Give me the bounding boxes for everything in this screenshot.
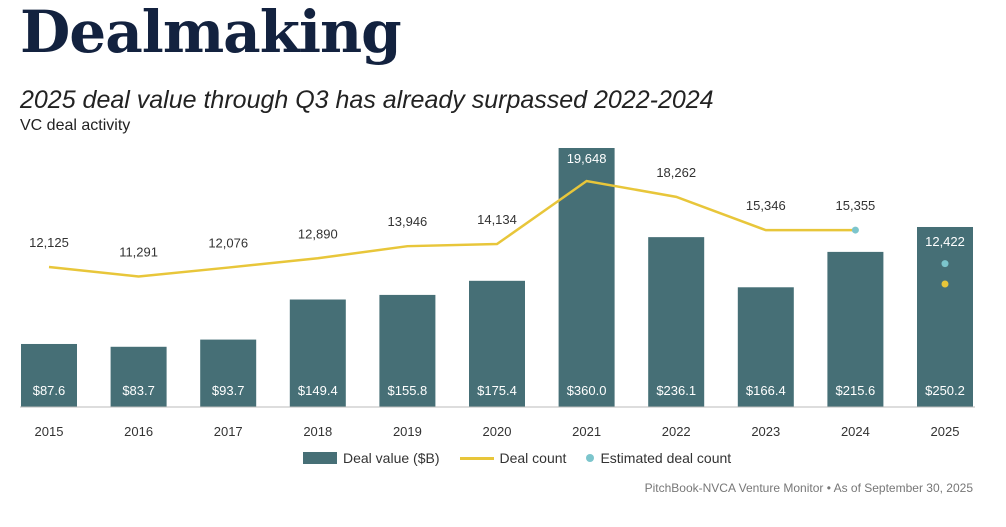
- x-tick-2022: 2022: [662, 424, 691, 439]
- chart-label: VC deal activity: [20, 117, 131, 134]
- chart-subtitle: 2025 deal value through Q3 has already s…: [20, 86, 714, 114]
- bar-label-2023: $166.4: [746, 383, 786, 398]
- deal-count-label-2019: 13,946: [388, 214, 428, 229]
- bar-label-2021: $360.0: [567, 383, 607, 398]
- deal-count-label-2016: 11,291: [119, 245, 158, 260]
- legend-label-deal-value: Deal value ($B): [343, 450, 440, 466]
- legend-swatch-estimated: [586, 454, 595, 462]
- deal-count-point-2025: [941, 280, 949, 288]
- estimated-count-point-2024: [851, 226, 859, 234]
- x-tick-2021: 2021: [572, 424, 601, 439]
- legend-swatch-deal-count: [459, 456, 494, 460]
- bar-2020: [469, 280, 525, 407]
- legend-label-deal-count: Deal count: [499, 450, 567, 466]
- deal-count-label-2017: 12,076: [208, 236, 248, 251]
- source-note: PitchBook-NVCA Venture Monitor • As of S…: [644, 481, 973, 495]
- bar-2018: [289, 299, 346, 407]
- deal-count-label-2018: 12,890: [298, 226, 338, 241]
- deal-count-label-2015: 12,125: [29, 235, 69, 250]
- legend-swatch-deal-value: [303, 452, 337, 464]
- bar-label-2019: $155.8: [388, 383, 428, 398]
- deal-count-label-2022: 18,262: [656, 165, 696, 180]
- x-tick-2020: 2020: [483, 424, 512, 439]
- bar-2025: [917, 226, 973, 407]
- bar-2015: [21, 343, 77, 407]
- legend: Deal value ($B) Deal count Estimated dea…: [303, 450, 731, 466]
- bar-2019: [379, 294, 436, 407]
- bar-2017: [200, 339, 257, 407]
- bar-2016: [110, 346, 167, 407]
- x-tick-2024: 2024: [841, 424, 870, 439]
- bar-label-2018: $149.4: [298, 383, 338, 398]
- bar-label-2020: $175.4: [477, 383, 517, 398]
- estimated-count-label-2025: 12,422: [925, 234, 965, 249]
- x-tick-2016: 2016: [124, 424, 153, 439]
- deal-count-label-2021: 19,648: [567, 151, 607, 166]
- x-tick-2018: 2018: [303, 424, 332, 439]
- bar-label-2015: $87.6: [33, 383, 66, 398]
- bar-2023: [737, 287, 794, 407]
- bar-label-2022: $236.1: [656, 383, 696, 398]
- chart-title: Dealmaking: [20, 0, 402, 66]
- deal-count-label-2023: 15,346: [746, 198, 786, 213]
- deal-count-line: [48, 179, 856, 278]
- bar-label-2016: $83.7: [122, 383, 155, 398]
- bar-2021: [558, 148, 615, 407]
- bar-label-2024: $215.6: [836, 383, 876, 398]
- legend-label-estimated: Estimated deal count: [600, 450, 732, 466]
- bar-2024: [827, 251, 884, 407]
- estimated-count-point-2025: [941, 260, 949, 268]
- x-tick-2017: 2017: [214, 424, 243, 439]
- x-tick-2025: 2025: [931, 424, 960, 439]
- x-tick-2019: 2019: [393, 424, 422, 439]
- bar-label-2017: $93.7: [212, 383, 245, 398]
- x-tick-2015: 2015: [35, 424, 64, 439]
- deal-count-label-2024: 15,355: [836, 198, 876, 213]
- deal-count-label-2020: 14,134: [477, 212, 517, 227]
- bar-2022: [648, 237, 705, 407]
- bar-label-2025: $250.2: [925, 383, 965, 398]
- x-tick-2023: 2023: [751, 424, 780, 439]
